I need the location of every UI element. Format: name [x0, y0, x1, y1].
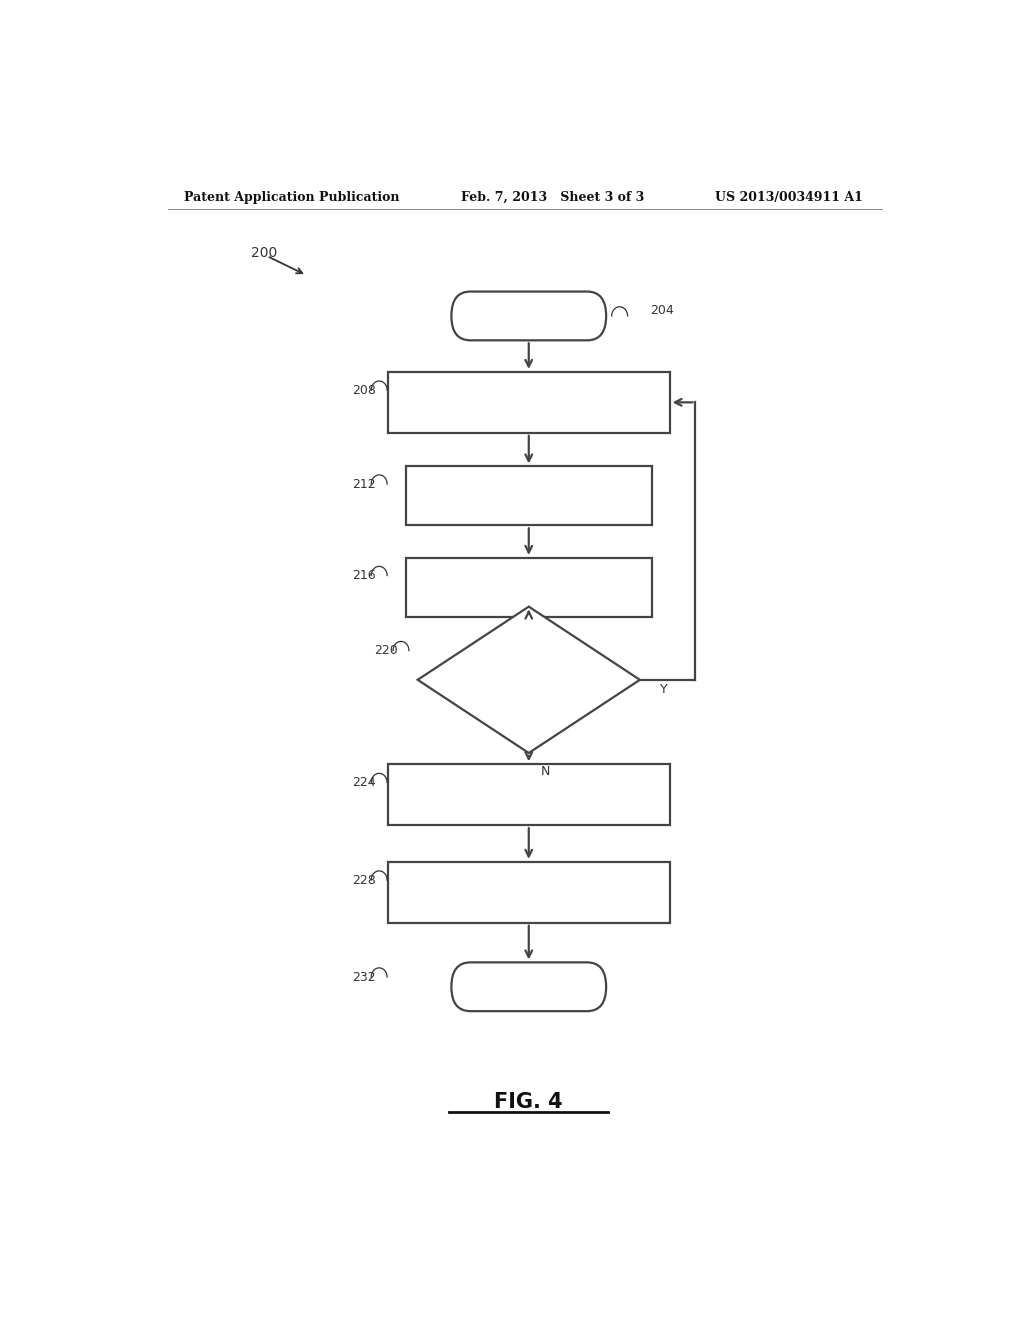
- Text: 232: 232: [352, 970, 376, 983]
- Text: 216: 216: [352, 569, 376, 582]
- FancyBboxPatch shape: [452, 962, 606, 1011]
- Bar: [388, 372, 670, 433]
- Bar: [388, 862, 670, 923]
- Text: N: N: [541, 764, 550, 777]
- Text: Feb. 7, 2013   Sheet 3 of 3: Feb. 7, 2013 Sheet 3 of 3: [461, 190, 644, 203]
- Polygon shape: [418, 607, 640, 752]
- Bar: [388, 764, 670, 825]
- Text: Patent Application Publication: Patent Application Publication: [183, 190, 399, 203]
- Text: 200: 200: [251, 246, 278, 260]
- Bar: [406, 558, 651, 616]
- Text: 220: 220: [374, 644, 397, 657]
- Text: 204: 204: [650, 305, 674, 317]
- Text: Y: Y: [659, 684, 668, 697]
- Text: 208: 208: [352, 384, 376, 396]
- Bar: [406, 466, 651, 525]
- Text: 212: 212: [352, 478, 376, 491]
- Text: US 2013/0034911 A1: US 2013/0034911 A1: [715, 190, 863, 203]
- Text: FIG. 4: FIG. 4: [495, 1092, 563, 1111]
- Text: 224: 224: [352, 776, 376, 789]
- FancyBboxPatch shape: [452, 292, 606, 341]
- Text: 228: 228: [352, 874, 376, 887]
